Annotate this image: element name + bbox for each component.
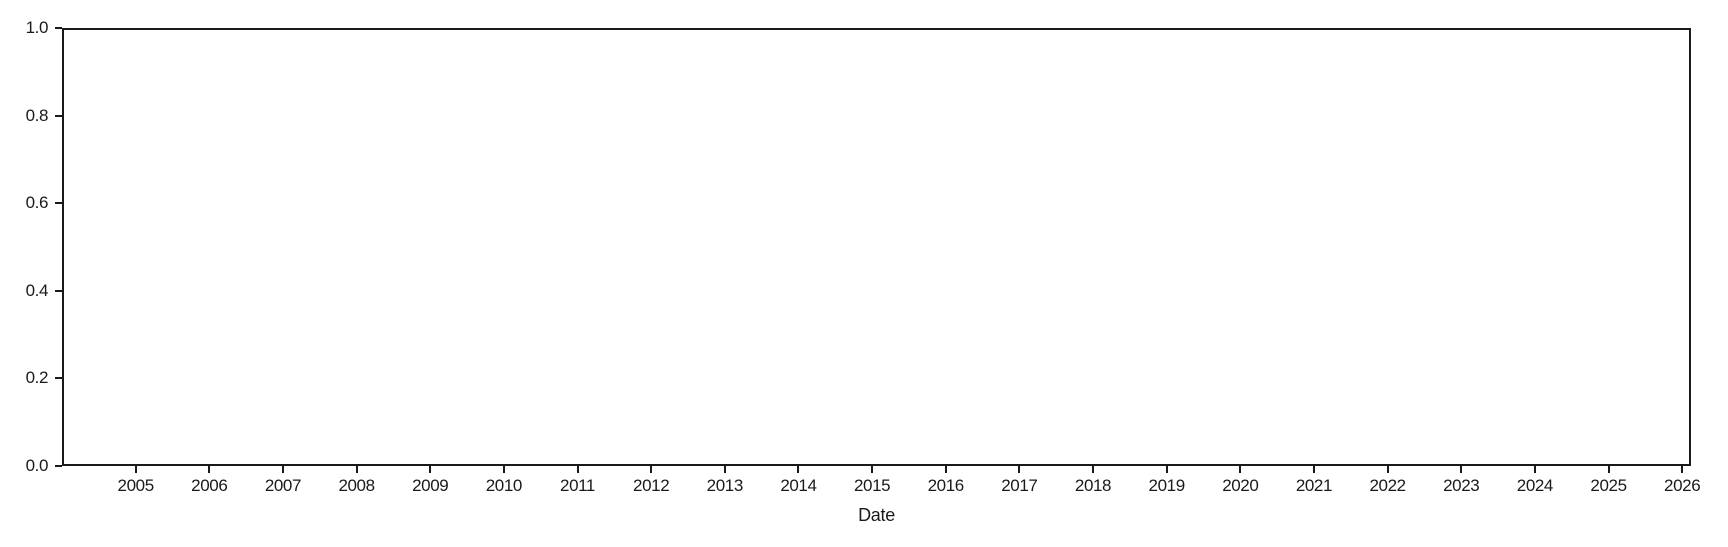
- x-tick: [1092, 466, 1094, 473]
- y-tick: [55, 114, 62, 117]
- x-tick: [134, 466, 137, 473]
- x-tick: [1312, 466, 1315, 473]
- x-tick-label: 2019: [1148, 476, 1186, 495]
- x-tick-label: 2018: [1074, 476, 1112, 495]
- x-tick: [650, 466, 653, 473]
- x-tick: [1165, 466, 1168, 473]
- x-tick-label: 2026: [1664, 476, 1701, 495]
- x-tick: [1607, 466, 1610, 473]
- x-tick-label: 2005: [117, 476, 155, 495]
- y-tick-label: 0.4: [25, 280, 49, 300]
- x-tick: [797, 466, 800, 473]
- x-tick-label: 2021: [1295, 476, 1333, 495]
- x-tick-label: 2007: [264, 476, 302, 495]
- x-tick: [355, 466, 358, 473]
- x-tick-label: 2010: [485, 476, 523, 495]
- x-tick-label: 2006: [191, 476, 228, 495]
- x-tick: [1681, 466, 1684, 473]
- y-tick: [55, 377, 62, 380]
- y-tick-label: 0.2: [25, 368, 49, 388]
- x-tick-label: 2015: [853, 476, 891, 495]
- x-tick: [502, 466, 505, 473]
- y-tick: [55, 289, 62, 292]
- y-tick-label: 0.6: [25, 192, 49, 212]
- x-tick-label: 2012: [633, 476, 670, 495]
- x-tick: [1018, 466, 1021, 473]
- x-tick-label: 2011: [560, 476, 595, 495]
- x-tick-label: 2016: [927, 476, 965, 495]
- x-tick: [871, 466, 874, 473]
- x-tick-label: 2014: [780, 476, 817, 495]
- y-tick-label: 1.0: [25, 17, 49, 37]
- x-axis-label: Date: [858, 505, 895, 525]
- x-tick-label: 2009: [412, 476, 449, 495]
- y-tick: [55, 465, 62, 467]
- x-tick-label: 2022: [1369, 476, 1406, 495]
- x-tick-label: 2024: [1516, 476, 1554, 495]
- x-tick: [723, 466, 726, 473]
- y-tick: [55, 27, 62, 29]
- y-tick-label: 0.8: [25, 105, 49, 125]
- x-tick-label: 2013: [706, 476, 744, 495]
- x-tick: [576, 466, 579, 473]
- x-tick-label: 2017: [1001, 476, 1038, 495]
- x-tick: [208, 466, 211, 473]
- x-tick: [1239, 466, 1242, 473]
- x-tick: [1386, 466, 1389, 473]
- x-tick: [1533, 466, 1536, 473]
- plot-area: [62, 28, 1691, 466]
- x-tick: [944, 466, 947, 473]
- x-tick-label: 2008: [338, 476, 375, 495]
- y-tick: [55, 202, 62, 205]
- x-tick-label: 2023: [1443, 476, 1480, 495]
- x-tick-label: 2025: [1590, 476, 1627, 495]
- x-tick: [429, 466, 432, 473]
- x-tick-label: 2020: [1222, 476, 1259, 495]
- y-tick-label: 0.0: [25, 455, 49, 475]
- x-tick: [1460, 466, 1463, 473]
- x-tick: [281, 466, 284, 473]
